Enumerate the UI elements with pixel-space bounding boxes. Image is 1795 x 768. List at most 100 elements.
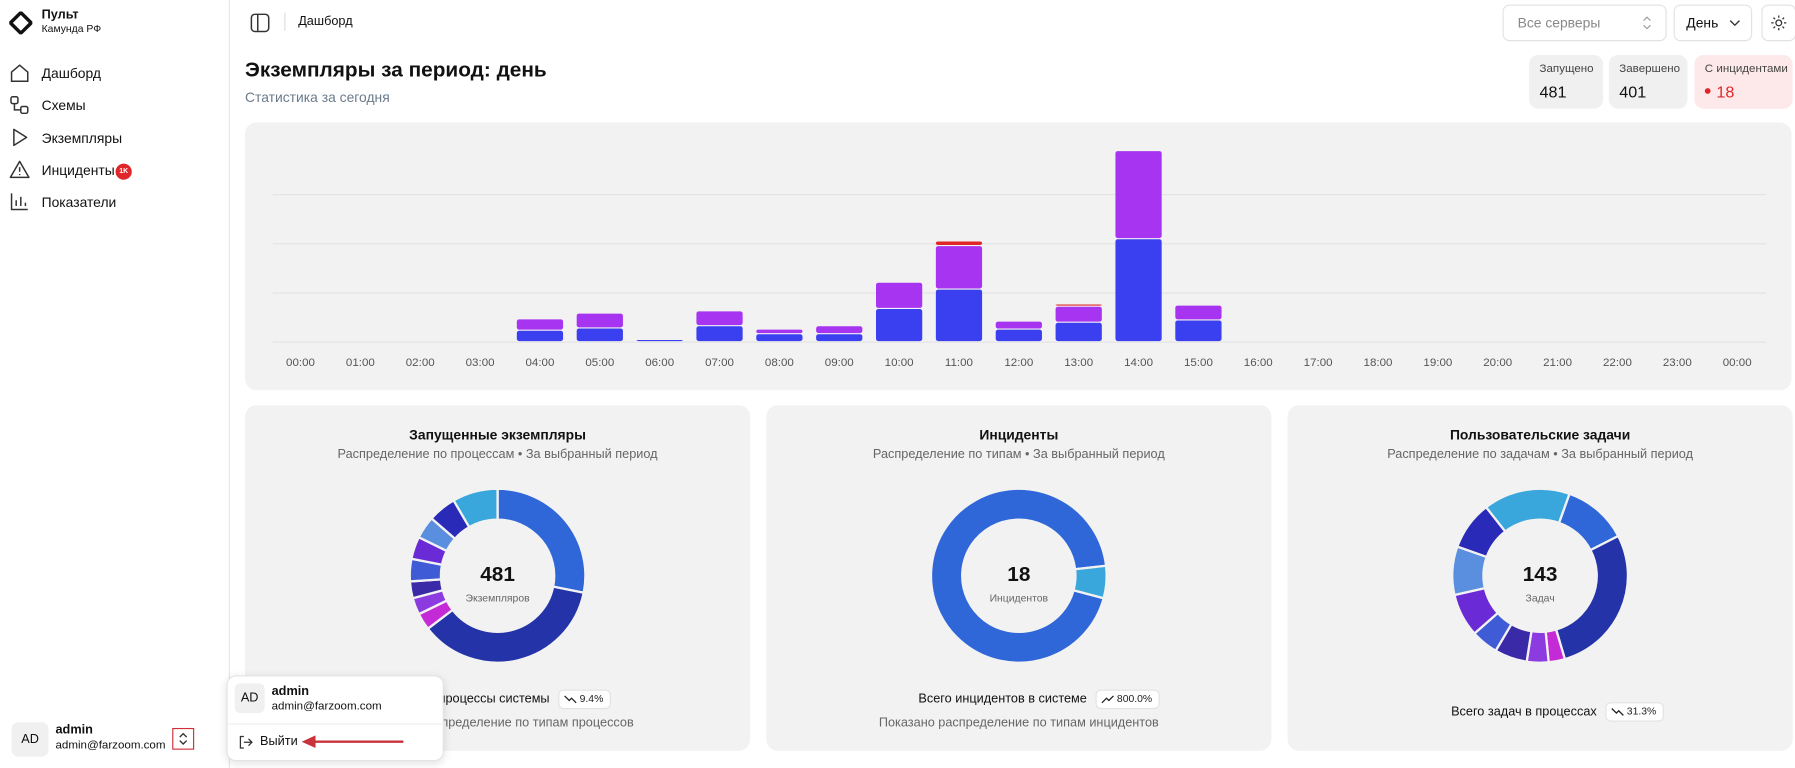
trend-icon: [1611, 708, 1624, 716]
stat-card: Завершено 401: [1608, 54, 1688, 109]
avatar: AD: [11, 722, 49, 757]
x-tick-label: 02:00: [406, 357, 435, 369]
trend-badge: [1605, 702, 1664, 722]
user-name: admin: [271, 684, 310, 699]
donut-title: Запущенные экземпляры: [409, 426, 586, 443]
x-tick-label: 10:00: [885, 357, 914, 369]
bar-segment: [576, 328, 623, 342]
bar-segment: [756, 334, 803, 342]
nav-icon: [10, 64, 29, 83]
donut-subtitle: Распределение по процессам • За выбранны…: [337, 447, 658, 462]
bar-segment: [1175, 305, 1222, 320]
user-name: admin: [55, 723, 93, 738]
donut-summary: Все процессы системы: [413, 692, 549, 706]
annotation-arrow: [301, 735, 404, 748]
nav-item[interactable]: Инциденты: [41, 162, 115, 179]
bar-segment: [1115, 151, 1162, 239]
breadcrumb[interactable]: Дашборд: [298, 14, 353, 29]
donut-title: Инциденты: [979, 426, 1059, 443]
nav-icon: [10, 193, 28, 211]
sidebar-toggle[interactable]: [250, 13, 271, 34]
x-tick-label: 08:00: [765, 357, 794, 369]
server-select[interactable]: Все серверы: [1502, 4, 1667, 42]
divider: [227, 723, 443, 725]
donut-chart: 143 Задач Всего задач в процессах 31.3%: [1451, 487, 1664, 722]
nav-item[interactable]: Экземпляры: [41, 130, 123, 147]
select-icon: [1729, 20, 1740, 27]
x-tick-label: 04:00: [525, 357, 554, 369]
user-menu: AD admin admin@farzoom.com Выйти: [226, 675, 444, 762]
avatar: AD: [234, 683, 265, 714]
x-tick-label: 09:00: [825, 357, 854, 369]
nav-item[interactable]: Схемы: [41, 97, 86, 114]
trend-value: 31.3%: [1627, 707, 1656, 718]
donut-total: 143: [1523, 563, 1558, 586]
logout-icon: [239, 735, 253, 749]
logout[interactable]: Выйти: [260, 734, 298, 749]
user-email: admin@farzoom.com: [55, 739, 166, 753]
donut-total-label: Инцидентов: [990, 593, 1049, 604]
bar-segment: [995, 321, 1042, 329]
bar-segment: [816, 334, 863, 342]
nav-item[interactable]: Показатели: [41, 194, 117, 211]
donut-total: 481: [480, 563, 515, 586]
trend-icon: [564, 695, 577, 704]
x-tick-label: 00:00: [1723, 357, 1752, 369]
x-tick-label: 17:00: [1304, 357, 1333, 369]
x-tick-label: 07:00: [705, 357, 734, 369]
x-tick-label: 12:00: [1004, 357, 1033, 369]
donut-note: Показано распределение по типам инцидент…: [879, 716, 1159, 730]
donut-subtitle: Распределение по типам • За выбранный пе…: [872, 447, 1165, 462]
grid: [272, 194, 1767, 343]
donut-card: Пользовательские задачи Распределение по …: [1287, 405, 1793, 751]
donut-segment: [426, 585, 585, 664]
x-tick-label: 14:00: [1124, 357, 1153, 369]
x-tick-label: 01:00: [346, 357, 375, 369]
x-tick-label: 13:00: [1064, 357, 1093, 369]
bar-segment: [636, 339, 683, 342]
stat-label: Завершено: [1619, 62, 1681, 76]
bar-segment: [935, 289, 983, 342]
user-email: admin@farzoom.com: [271, 700, 382, 714]
donut-total-label: Задач: [1526, 593, 1555, 604]
period-select[interactable]: День: [1673, 4, 1753, 42]
x-tick-label: 03:00: [466, 357, 495, 369]
bar-chart: 00:00 01:00 02:00 03:00 04:00 05:00 06:00 07:00…: [272, 151, 1767, 369]
bar-segment: [995, 329, 1042, 342]
user-menu-toggle[interactable]: [176, 731, 191, 746]
donut-card: Инциденты Распределение по типам • За выб…: [766, 405, 1272, 751]
sidebar: Пульт Камунда РФ Дашборд Схемы Экземпляр…: [0, 0, 231, 768]
x-tick-label: 19:00: [1423, 357, 1452, 369]
x-tick-label: 00:00: [286, 357, 315, 369]
bar-segment: [1115, 239, 1162, 342]
page-subtitle: Статистика за сегодня: [245, 89, 390, 106]
nav-item[interactable]: Дашборд: [41, 65, 101, 82]
bar-segment: [696, 311, 743, 326]
bar-segment: [935, 246, 983, 289]
brand: Пульт: [41, 8, 79, 22]
x-tick-label: 11:00: [945, 357, 973, 369]
bar-chart-card: 00:00 01:00 02:00 03:00 04:00 05:00 06:00 07:00…: [245, 122, 1792, 391]
x-tick-label: 15:00: [1184, 357, 1213, 369]
bar-segment: [516, 330, 564, 342]
x-tick-label: 23:00: [1663, 357, 1692, 369]
donut-segment: [1554, 534, 1630, 661]
x-tick-label: 21:00: [1543, 357, 1572, 369]
x-tick-label: 05:00: [585, 357, 614, 369]
stat-value: 401: [1619, 82, 1647, 101]
divider: [284, 12, 286, 31]
theme-toggle[interactable]: [1761, 4, 1795, 42]
donut-segment: [1456, 506, 1507, 559]
donut-total: 18: [1007, 563, 1030, 586]
stat-value: 481: [1539, 82, 1567, 101]
highlight-box: [172, 727, 195, 750]
bar-segment: [876, 282, 923, 308]
page-title: Экземпляры за период: день: [245, 58, 547, 82]
bar-segment: [816, 326, 863, 334]
x-tick-label: 22:00: [1603, 357, 1632, 369]
bar-segment: [876, 309, 923, 342]
stat-card: С инцидентами 18: [1694, 54, 1793, 109]
donut-segment: [452, 487, 499, 529]
